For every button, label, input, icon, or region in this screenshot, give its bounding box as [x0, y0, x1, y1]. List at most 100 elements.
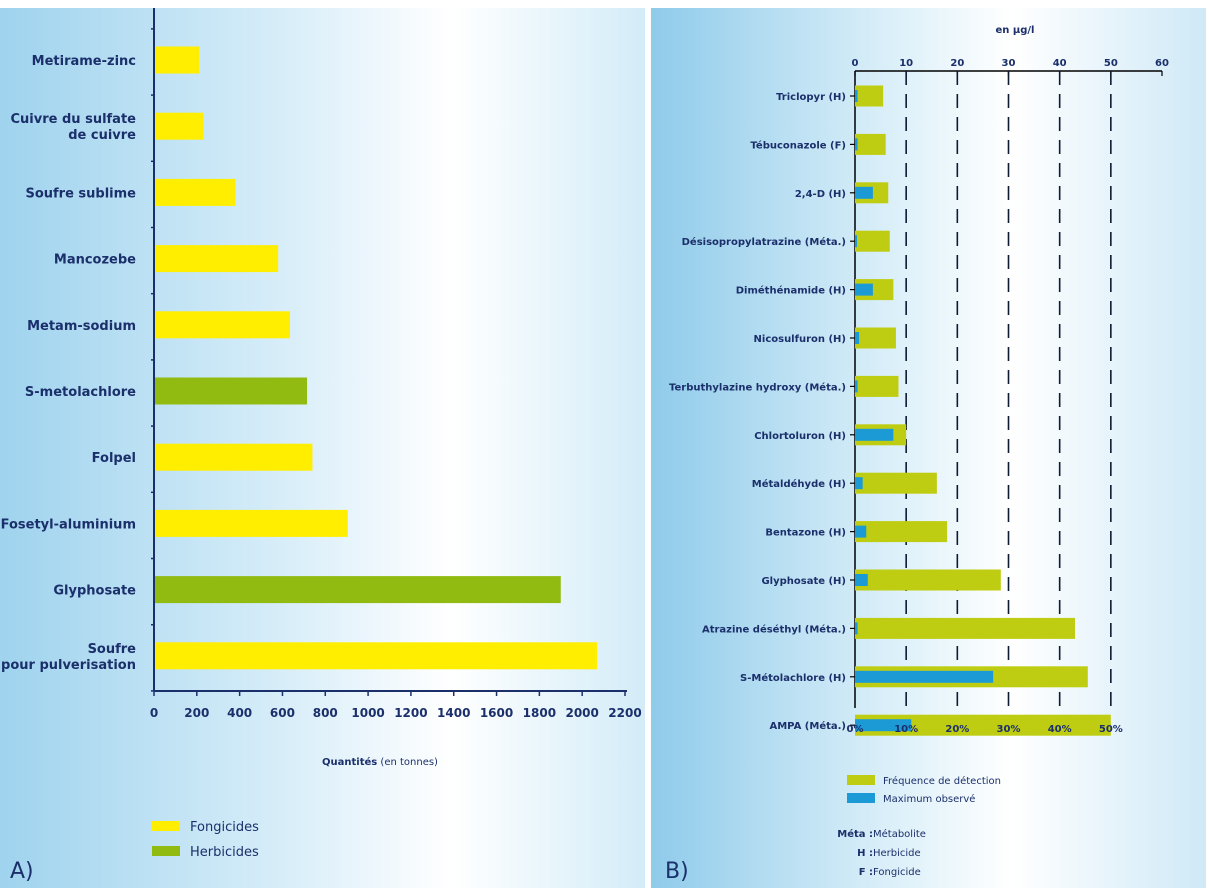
- max-bar-6: [855, 380, 858, 393]
- top-tick-label-3: 30: [1002, 58, 1016, 69]
- top-axis-label: en µg/l: [996, 25, 1035, 36]
- legend-label-1: Herbicides: [190, 845, 259, 860]
- category-label-1: Tébuconazole (F): [750, 139, 846, 151]
- max-bar-1: [855, 138, 858, 151]
- max-bar-8: [855, 477, 863, 490]
- panel-b-letter: B): [665, 859, 689, 884]
- category-label-1: Cuivre du sulfate de cuivre: [11, 112, 137, 143]
- max-bar-2: [855, 186, 873, 199]
- note-text-0: Métabolite: [873, 828, 926, 840]
- freq-bar-9: [855, 521, 948, 543]
- x-tick-label-1: 200: [184, 706, 209, 720]
- freq-bar-11: [855, 617, 1076, 639]
- bottom-tick-label-5: 50%: [1099, 724, 1123, 735]
- bar-9: [154, 642, 598, 670]
- bar-2: [154, 178, 236, 206]
- detection-chart: en µg/l 0 10 20 30 40 50 60 Triclopyr (H) Tébucon…: [669, 25, 1169, 878]
- legend-swatch-0: [152, 821, 180, 831]
- x-tick-label-8: 1600: [480, 706, 513, 720]
- max-bar-11: [855, 622, 858, 635]
- top-tick-label-1: 10: [899, 58, 913, 69]
- bar-3: [154, 245, 279, 273]
- legend-label-0: Fongicides: [190, 820, 259, 835]
- category-label-0: Metirame-zinc: [32, 54, 136, 69]
- category-label-11: Atrazine déséthyl (Méta.): [702, 623, 846, 635]
- category-label-7: Fosetyl-aluminium: [1, 517, 136, 532]
- x-tick-label-10: 2000: [565, 706, 598, 720]
- bar-8: [154, 576, 561, 604]
- category-label-7: Chlortoluron (H): [754, 431, 846, 442]
- max-bar-10: [855, 574, 868, 586]
- x-tick-label-0: 0: [150, 706, 158, 720]
- bottom-tick-label-4: 40%: [1048, 724, 1072, 735]
- category-label-9: Bentazone (H): [765, 528, 846, 539]
- top-tick-label-6: 60: [1155, 58, 1169, 69]
- top-tick-label-0: 0: [852, 58, 859, 69]
- bar-5: [154, 377, 308, 405]
- chart-panel-a: Metirame-zinc Cuivre du sulfate de cuivre S…: [0, 8, 645, 888]
- category-label-0: Triclopyr (H): [776, 92, 846, 103]
- chart-panel-b: en µg/l 0 10 20 30 40 50 60 Triclopyr (H) Tébucon…: [651, 8, 1206, 888]
- top-tick-label-4: 40: [1053, 58, 1067, 69]
- x-tick-label-11: 2200: [608, 706, 641, 720]
- bar-0: [154, 46, 199, 74]
- bottom-tick-label-1: 10%: [894, 724, 918, 735]
- category-label-9: Soufre pour pulverisation: [1, 642, 136, 673]
- top-tick-label-5: 50: [1104, 58, 1118, 69]
- bottom-tick-label-2: 20%: [945, 724, 969, 735]
- x-tick-label-9: 1800: [523, 706, 556, 720]
- note-key-0: Méta :: [837, 828, 873, 840]
- freq-bar-6: [855, 375, 899, 397]
- category-label-8: Glyphosate: [53, 584, 136, 599]
- freq-bar-3: [855, 230, 890, 252]
- x-tick-label-4: 800: [313, 706, 338, 720]
- freq-bar-8: [855, 472, 937, 494]
- category-label-3: Mancozebe: [54, 253, 136, 268]
- max-bar-5: [855, 332, 860, 344]
- legend-swatch-1: [152, 846, 180, 856]
- category-label-6: Folpel: [92, 451, 136, 466]
- bar-6: [154, 443, 313, 471]
- freq-bar-5: [855, 327, 896, 349]
- category-label-8: Métaldéhyde (H): [752, 478, 846, 490]
- category-label-2: Soufre sublime: [25, 186, 136, 201]
- x-tick-label-7: 1400: [437, 706, 470, 720]
- bar-4: [154, 311, 290, 339]
- note-text-2: Fongicide: [873, 867, 921, 878]
- x-tick-label-6: 1200: [394, 706, 427, 720]
- max-bar-13: [855, 719, 912, 732]
- top-tick-label-2: 20: [950, 58, 964, 69]
- x-tick-label-5: 1000: [351, 706, 384, 720]
- category-label-6: Terbuthylazine hydroxy (Méta.): [669, 381, 846, 393]
- category-label-5: Nicosulfuron (H): [754, 334, 846, 345]
- bar-1: [154, 112, 204, 140]
- max-bar-7: [855, 428, 894, 441]
- x-tick-label-2: 400: [227, 706, 252, 720]
- max-bar-12: [855, 670, 994, 683]
- legend-label-0: Fréquence de détection: [883, 775, 1001, 787]
- x-tick-label-3: 600: [270, 706, 295, 720]
- freq-bar-0: [855, 85, 884, 107]
- category-label-2: 2,4-D (H): [795, 189, 846, 200]
- freq-bar-13: [855, 714, 1111, 736]
- category-label-13: AMPA (Méta.): [769, 720, 846, 732]
- note-key-2: F :: [859, 867, 873, 878]
- quantities-chart: Metirame-zinc Cuivre du sulfate de cuivre S…: [1, 8, 642, 860]
- category-label-12: S-Métolachlore (H): [740, 672, 846, 684]
- max-bar-3: [855, 235, 857, 248]
- legend-label-1: Maximum observé: [883, 793, 975, 805]
- bar-7: [154, 509, 348, 537]
- legend-swatch-0: [847, 775, 875, 785]
- category-label-3: Désisopropylatrazine (Méta.): [682, 236, 846, 248]
- freq-bar-10: [855, 569, 1001, 591]
- legend-swatch-1: [847, 793, 875, 803]
- max-bar-4: [855, 283, 873, 296]
- max-bar-9: [855, 525, 867, 538]
- freq-bar-1: [855, 133, 886, 155]
- panel-a-letter: A): [10, 859, 34, 884]
- category-label-4: Diméthénamide (H): [736, 285, 846, 297]
- category-label-10: Glyphosate (H): [761, 576, 846, 587]
- note-key-1: H :: [857, 848, 873, 859]
- max-bar-0: [855, 90, 858, 102]
- x-axis-label: Quantités (en tonnes): [322, 756, 438, 768]
